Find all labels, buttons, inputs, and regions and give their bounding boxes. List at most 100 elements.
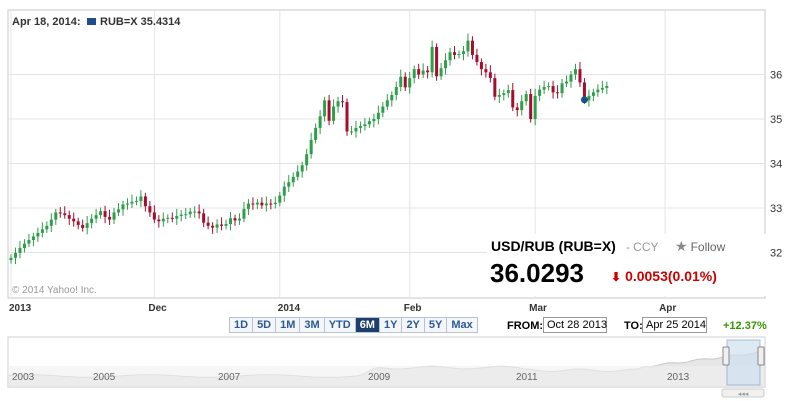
candle-body [81, 224, 85, 229]
range-button-5d[interactable]: 5D [253, 318, 277, 332]
navigator-selection[interactable] [726, 339, 761, 386]
candle-body [296, 171, 300, 177]
candle-body [40, 229, 44, 233]
candle-body [444, 60, 448, 69]
candle-body [260, 202, 264, 206]
legend-swatch [87, 18, 96, 25]
star-icon: ★ [675, 238, 688, 254]
candle-body [58, 212, 62, 214]
candle-body [565, 81, 569, 84]
x-tick-label: 2013 [9, 303, 32, 314]
candle-body [403, 76, 407, 88]
range-button-2y[interactable]: 2Y [402, 318, 425, 332]
navigator-right-handle[interactable] [757, 346, 765, 366]
candle-body [551, 86, 555, 93]
range-button-3m[interactable]: 3M [300, 318, 325, 332]
y-tick-label: 36 [770, 70, 782, 82]
candle-body [251, 203, 255, 205]
nav-year-label: 2005 [93, 372, 116, 383]
candle-body [67, 215, 71, 219]
navigator[interactable]: ◂◂◂ [7, 336, 766, 398]
crosshair-marker [580, 96, 588, 104]
range-button-1m[interactable]: 1M [276, 318, 301, 332]
candle-body [9, 257, 13, 261]
y-tick-label: 32 [770, 248, 782, 260]
candle-body [578, 69, 582, 83]
candle-body [148, 206, 152, 213]
candle-body [435, 46, 439, 77]
candle-body [184, 214, 188, 216]
candle-body [385, 100, 389, 107]
candle-body [408, 78, 412, 88]
candle-body [269, 203, 273, 205]
candle-body [220, 224, 224, 226]
hover-marker [580, 96, 588, 104]
candle-body [421, 70, 425, 75]
nav-year-label: 2003 [12, 372, 35, 383]
candle-body [417, 69, 421, 75]
candle-body [314, 127, 318, 140]
candlesticks [9, 33, 609, 265]
range-button-ytd[interactable]: YTD [325, 318, 356, 332]
range-button-1y[interactable]: 1Y [380, 318, 403, 332]
from-label: FROM: [507, 320, 544, 332]
candle-body [233, 218, 237, 221]
candle-body [202, 213, 206, 223]
candle-body [461, 51, 465, 55]
candle-body [600, 87, 604, 90]
to-label: TO: [624, 320, 643, 332]
candle-body [117, 209, 121, 213]
candle-body [139, 196, 143, 201]
candle-body [605, 86, 609, 88]
candle-body [170, 217, 174, 219]
follow-button[interactable]: ★ Follow [675, 238, 725, 255]
candle-body [349, 131, 353, 133]
candle-body [90, 218, 94, 224]
quote-change-value: 0.0053(0.01%) [625, 268, 717, 284]
candle-body [466, 40, 470, 52]
grip-icon: ◂◂◂ [738, 391, 749, 398]
navigator-left-handle[interactable] [722, 346, 730, 366]
candle-body [506, 90, 510, 94]
candle-body [278, 195, 282, 203]
navigator-scrollbar[interactable] [721, 388, 765, 398]
range-button-5y[interactable]: 5Y [425, 318, 448, 332]
candle-body [367, 121, 371, 125]
candle-body [358, 126, 362, 128]
candle-body [175, 216, 179, 219]
candle-body [591, 92, 595, 96]
range-button-6m[interactable]: 6M [355, 318, 380, 332]
candle-body [134, 200, 138, 202]
candle-body [143, 196, 147, 207]
candle-body [542, 86, 546, 90]
candle-body [587, 95, 591, 101]
candle-body [85, 223, 89, 229]
candle-body [475, 54, 479, 63]
candle-body [332, 106, 336, 121]
candle-body [31, 236, 35, 241]
candle-body [264, 203, 268, 206]
candle-body [300, 165, 304, 172]
candle-body [547, 86, 551, 88]
candle-body [63, 213, 67, 216]
candle-body [394, 86, 398, 95]
range-button-1d[interactable]: 1D [230, 318, 254, 332]
candle-body [430, 46, 434, 73]
candle-body [529, 94, 533, 119]
down-arrow-icon: ⬇ [611, 270, 622, 284]
candle-body [130, 201, 134, 204]
candle-body [54, 212, 58, 220]
candle-body [502, 93, 506, 95]
range-button-max[interactable]: Max [451, 319, 473, 331]
candle-body [49, 219, 53, 226]
to-date-input[interactable]: Apr 25 2014 [642, 317, 707, 333]
legend-series-label: RUB=X 35.4314 [100, 16, 181, 28]
candle-body [560, 83, 564, 94]
candle-body [439, 68, 443, 77]
from-date-input[interactable]: Oct 28 2013 [543, 317, 607, 333]
candle-body [242, 208, 246, 219]
candle-body [152, 212, 156, 220]
candle-body [376, 112, 380, 119]
candle-body [453, 52, 457, 55]
